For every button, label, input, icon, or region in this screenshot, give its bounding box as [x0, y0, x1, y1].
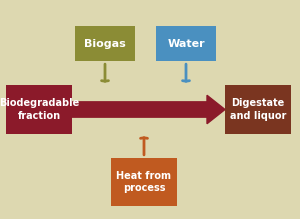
FancyBboxPatch shape	[6, 85, 72, 134]
FancyArrow shape	[72, 95, 225, 124]
FancyBboxPatch shape	[111, 158, 177, 206]
Text: Biogas: Biogas	[84, 39, 126, 49]
Text: Heat from
process: Heat from process	[116, 171, 172, 193]
Text: Digestate
and liquor: Digestate and liquor	[230, 98, 286, 121]
FancyBboxPatch shape	[156, 26, 216, 61]
Text: Biodegradable
fraction: Biodegradable fraction	[0, 98, 79, 121]
Text: Water: Water	[167, 39, 205, 49]
FancyBboxPatch shape	[75, 26, 135, 61]
FancyBboxPatch shape	[225, 85, 291, 134]
